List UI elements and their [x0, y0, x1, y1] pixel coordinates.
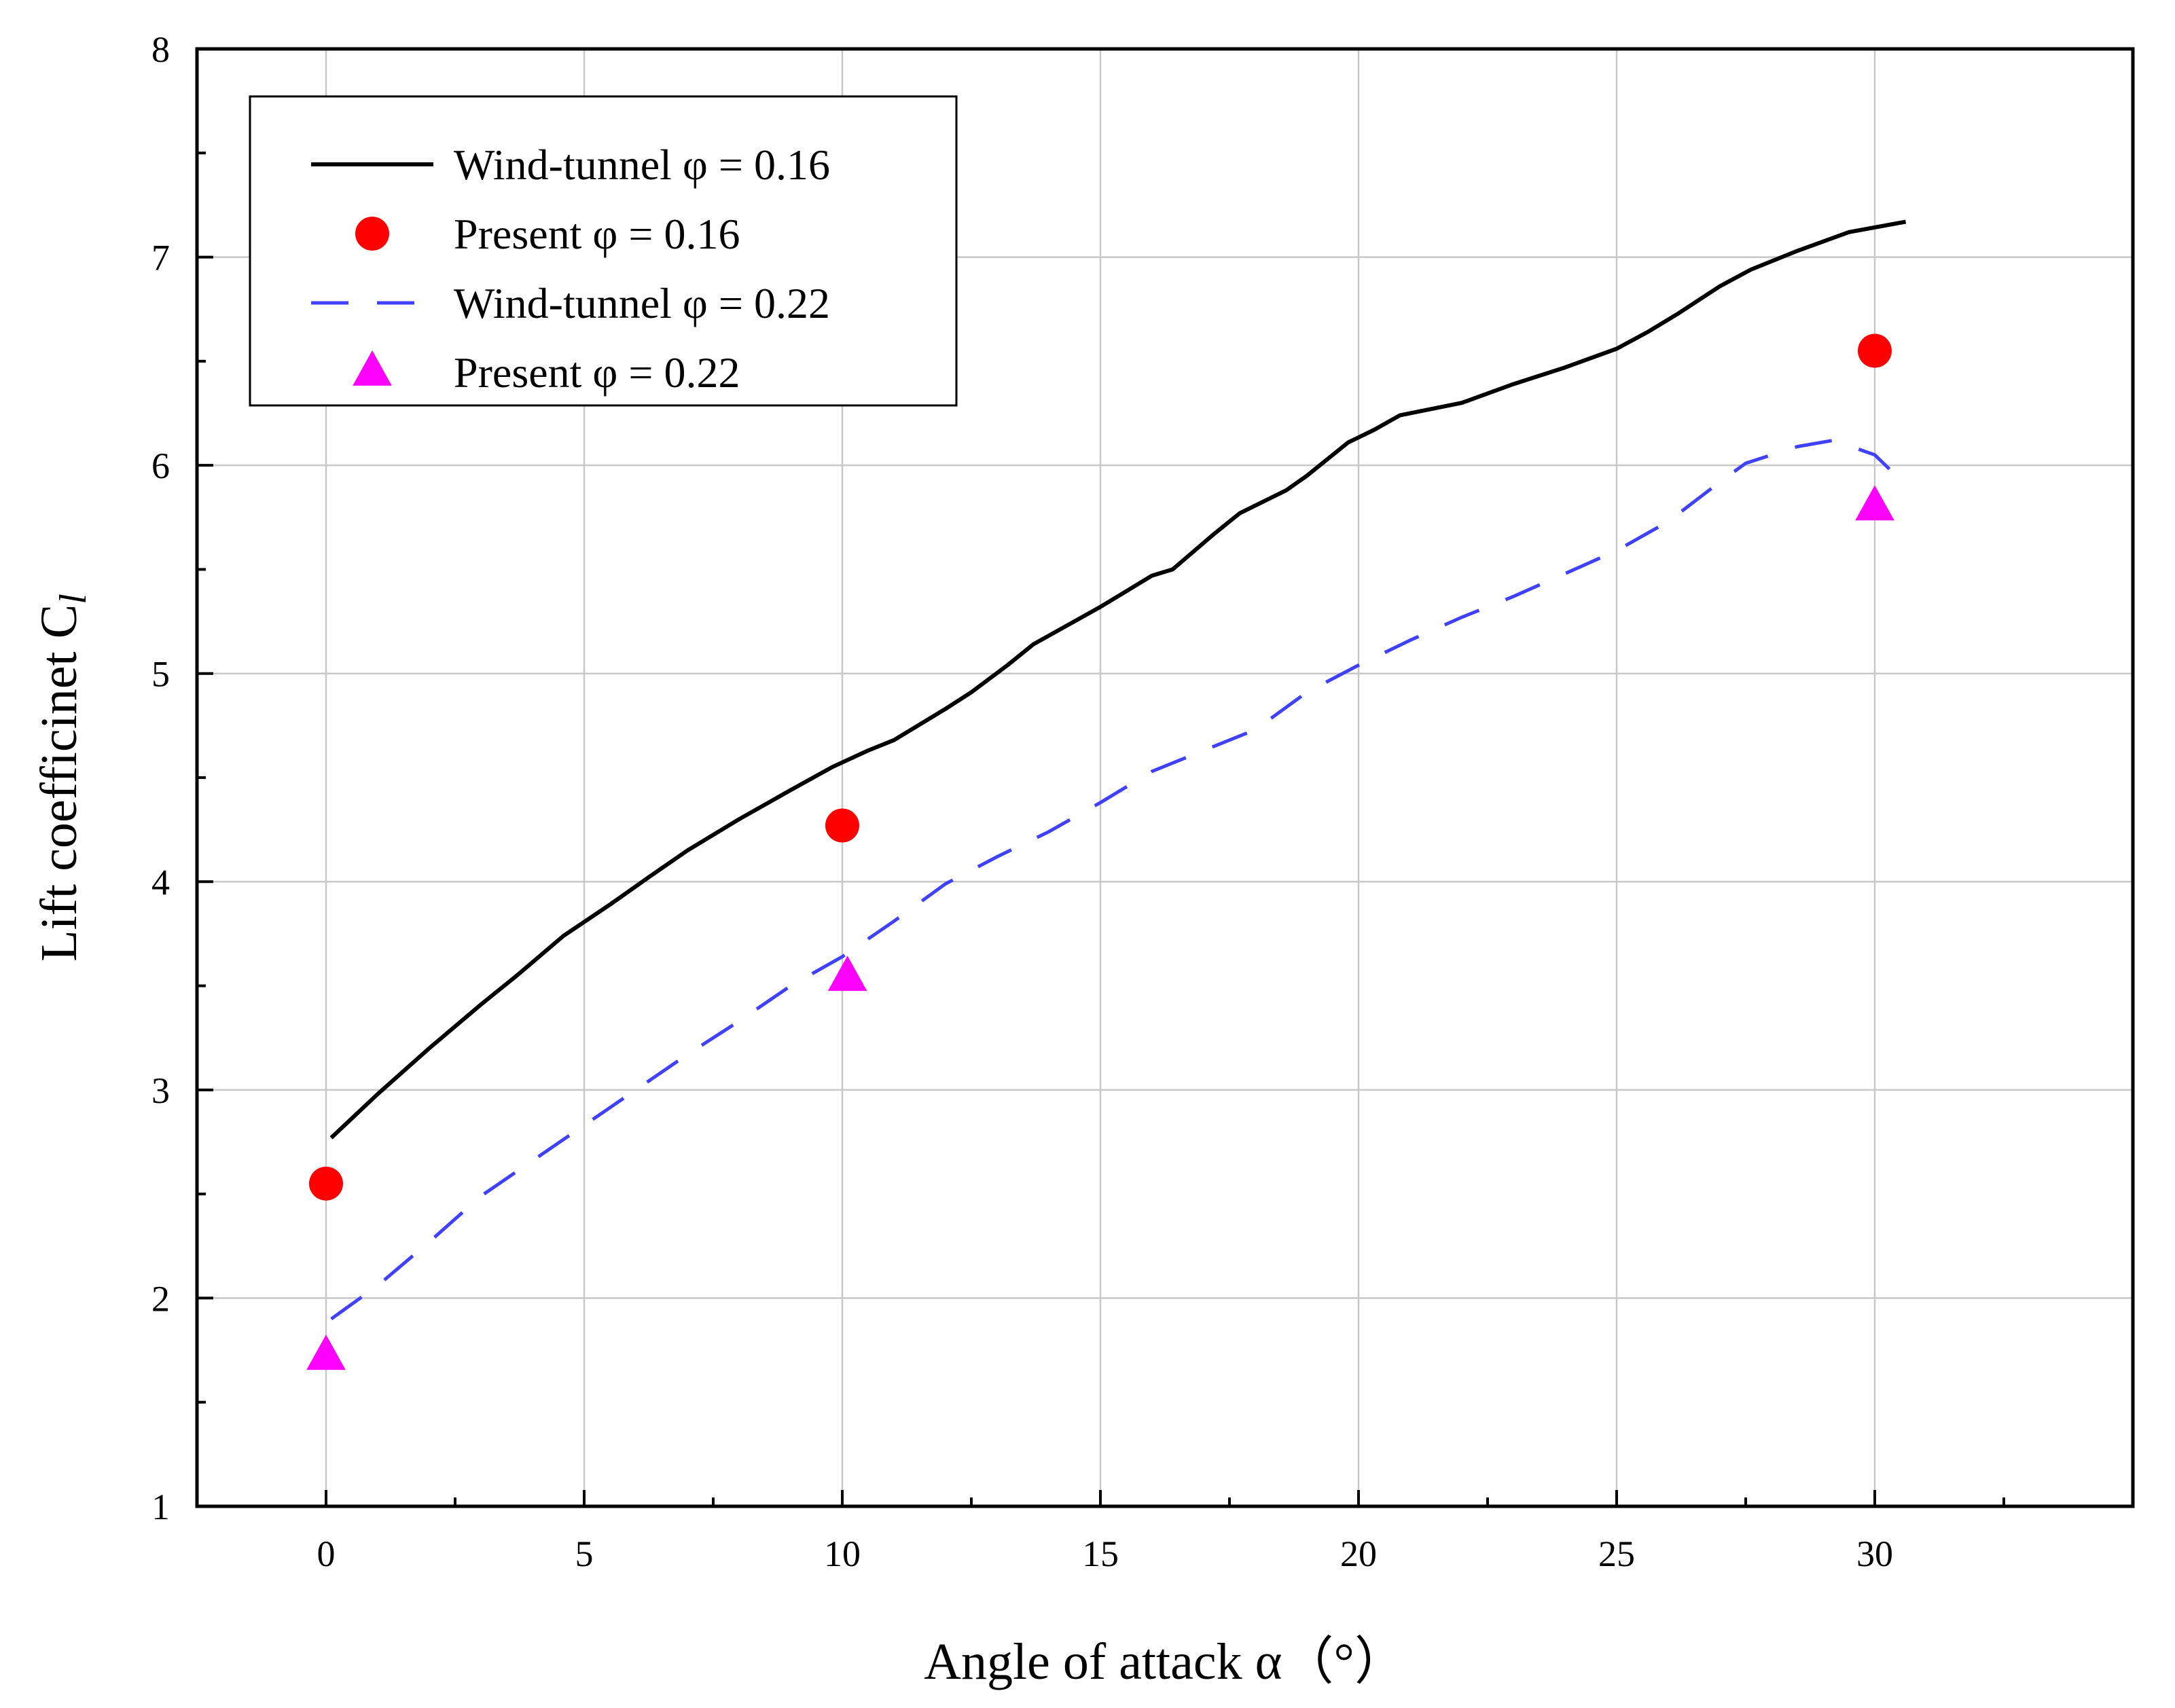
series-point — [827, 956, 867, 992]
x-tick-label: 10 — [824, 1533, 861, 1574]
series-point — [306, 1334, 346, 1370]
series-3 — [330, 438, 1902, 1321]
legend: Wind-tunnel φ = 0.16 Present φ = 0.16 Wind… — [249, 95, 958, 407]
series-point — [1858, 333, 1892, 368]
legend-swatch — [355, 217, 389, 251]
legend-label: Wind-tunnel φ = 0.22 — [454, 279, 830, 327]
series-layer — [306, 219, 1907, 1370]
y-axis-title-subscript: l — [52, 594, 94, 604]
y-tick-label: 7 — [151, 238, 170, 278]
y-tick-label: 8 — [151, 29, 170, 70]
series-line — [329, 219, 1907, 1140]
series-point — [825, 808, 859, 843]
grid-lines — [197, 48, 2133, 1508]
x-tick-label: 0 — [317, 1533, 336, 1574]
y-tick-label: 5 — [151, 654, 170, 695]
x-tick-label: 15 — [1082, 1533, 1119, 1574]
series-line — [330, 438, 1902, 1321]
x-tick-label: 30 — [1856, 1533, 1893, 1574]
series-point — [1855, 485, 1894, 521]
series-4 — [306, 485, 1894, 1370]
legend-label: Present φ = 0.22 — [454, 348, 740, 397]
x-tick-label: 20 — [1340, 1533, 1377, 1574]
y-axis-title: Lift coefficinet Cl — [31, 594, 94, 962]
series-point — [309, 1166, 343, 1201]
y-tick-label: 3 — [151, 1070, 170, 1111]
x-tick-labels: 0 5 10 15 20 25 30 — [317, 1533, 1894, 1574]
legend-swatch — [353, 350, 392, 386]
y-tick-label: 6 — [151, 446, 170, 486]
y-tick-label: 2 — [151, 1278, 170, 1319]
legend-label: Present φ = 0.16 — [454, 210, 740, 258]
y-tick-label: 1 — [151, 1487, 170, 1527]
x-tick-label: 25 — [1598, 1533, 1635, 1574]
series-2 — [309, 333, 1892, 1201]
y-tick-label: 4 — [151, 862, 170, 903]
y-tick-labels: 1 2 3 4 5 6 7 8 — [151, 29, 170, 1527]
y-axis-title-main: Lift coefficinet C — [31, 604, 88, 962]
x-tick-label: 5 — [575, 1533, 594, 1574]
x-axis-title: Angle of attack α（°） — [924, 1633, 1406, 1690]
legend-label: Wind-tunnel φ = 0.16 — [454, 141, 830, 189]
series-1 — [329, 219, 1907, 1140]
legend-box — [249, 95, 958, 407]
axis-ticks — [197, 48, 2005, 1508]
